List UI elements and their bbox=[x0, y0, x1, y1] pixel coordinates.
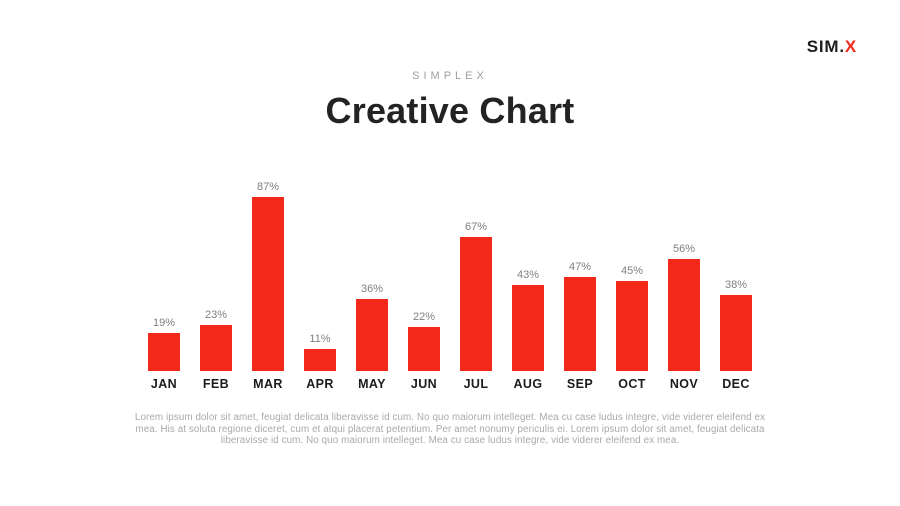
bar-value-label: 87% bbox=[256, 181, 280, 193]
bar bbox=[668, 259, 700, 371]
bar-category-label: APR bbox=[306, 377, 334, 391]
bar-value-label: 38% bbox=[724, 279, 748, 291]
bar bbox=[720, 295, 752, 371]
bar-value-label: 56% bbox=[672, 243, 696, 255]
bar-column: 38% DEC bbox=[710, 279, 762, 391]
bar-category-label: DEC bbox=[722, 377, 750, 391]
bar-value-label: 43% bbox=[516, 269, 540, 281]
brand-logo: SIM.X bbox=[807, 37, 857, 57]
bar-category-label: SEP bbox=[566, 377, 594, 391]
bar-category-label: AUG bbox=[513, 377, 543, 391]
bar-value-label: 11% bbox=[309, 333, 331, 345]
bar-category-label: JUN bbox=[410, 377, 438, 391]
bar-column: 36% MAY bbox=[346, 283, 398, 391]
bar bbox=[564, 277, 596, 371]
bar-column: 67% JUL bbox=[450, 221, 502, 391]
bar-column: 19% JAN bbox=[138, 317, 190, 391]
bar-category-label: FEB bbox=[202, 377, 230, 391]
bar bbox=[200, 325, 232, 371]
bar-column: 87% MAR bbox=[242, 181, 294, 391]
bar-category-label: JAN bbox=[150, 377, 178, 391]
bar-column: 56% NOV bbox=[658, 243, 710, 391]
bar-value-label: 23% bbox=[204, 309, 228, 321]
bar bbox=[148, 333, 180, 371]
bar bbox=[356, 299, 388, 371]
bar-column: 43% AUG bbox=[502, 269, 554, 391]
bar-value-label: 45% bbox=[620, 265, 644, 277]
bar bbox=[460, 237, 492, 371]
bar bbox=[252, 197, 284, 371]
bar-column: 23% FEB bbox=[190, 309, 242, 391]
bar-column: 22% JUN bbox=[398, 311, 450, 391]
footer-paragraph: Lorem ipsum dolor sit amet, feugiat deli… bbox=[134, 412, 766, 447]
bar-chart: 19% JAN 23% FEB 87% MAR 11% APR 36% MAY 22% JUN 67% J… bbox=[138, 181, 762, 391]
header: SIMPLEX Creative Chart bbox=[0, 66, 900, 132]
slide-title: Creative Chart bbox=[325, 90, 575, 131]
bar-category-label: NOV bbox=[669, 377, 699, 391]
bar-column: 45% OCT bbox=[606, 265, 658, 391]
brand-logo-accent: X bbox=[844, 37, 857, 56]
brand-logo-prefix: SIM. bbox=[806, 37, 845, 56]
bar-category-label: MAR bbox=[253, 377, 283, 391]
slide-subtitle: SIMPLEX bbox=[412, 70, 488, 82]
bar-column: 47% SEP bbox=[554, 261, 606, 391]
bar-value-label: 22% bbox=[412, 311, 436, 323]
bar-column: 11% APR bbox=[294, 333, 346, 391]
bar bbox=[512, 285, 544, 371]
bar bbox=[408, 327, 440, 371]
bar-value-label: 67% bbox=[464, 221, 488, 233]
bar-value-label: 19% bbox=[152, 317, 176, 329]
bar-category-label: OCT bbox=[618, 377, 646, 391]
bar-value-label: 47% bbox=[568, 261, 592, 273]
bar bbox=[304, 349, 336, 371]
bar bbox=[616, 281, 648, 371]
bar-value-label: 36% bbox=[360, 283, 384, 295]
bar-category-label: JUL bbox=[463, 377, 489, 391]
bar-category-label: MAY bbox=[358, 377, 386, 391]
